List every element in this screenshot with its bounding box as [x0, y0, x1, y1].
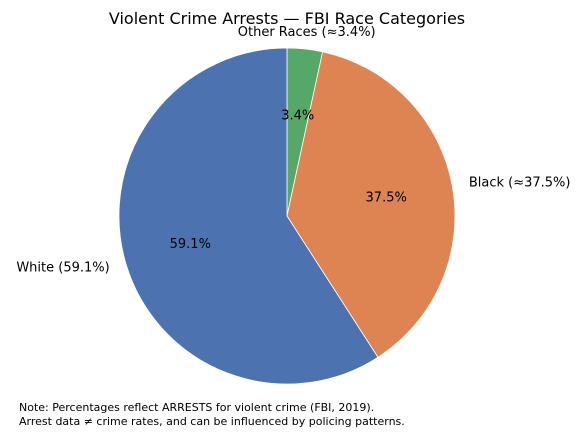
- pie-slice-white: [118, 47, 379, 385]
- slice-label-black: Black (≈37.5%): [469, 176, 571, 191]
- pie-slices: [118, 47, 456, 385]
- chart-title: Violent Crime Arrests — FBI Race Categor…: [109, 9, 465, 28]
- slice-label-other-races: Other Races (≈3.4%): [238, 25, 376, 40]
- pct-label-other-races: 3.4%: [281, 108, 314, 123]
- pct-label-white: 59.1%: [170, 237, 211, 252]
- pct-label-black: 37.5%: [366, 191, 407, 206]
- note-line-1: Note: Percentages reflect ARRESTS for vi…: [19, 401, 375, 414]
- pie-labels: 3.4% Other Races (≈3.4%) 37.5% Black (≈37.5…: [16, 25, 570, 276]
- slice-label-white: White (59.1%): [16, 261, 109, 276]
- note-line-2: Arrest data ≠ crime rates, and can be in…: [19, 415, 405, 428]
